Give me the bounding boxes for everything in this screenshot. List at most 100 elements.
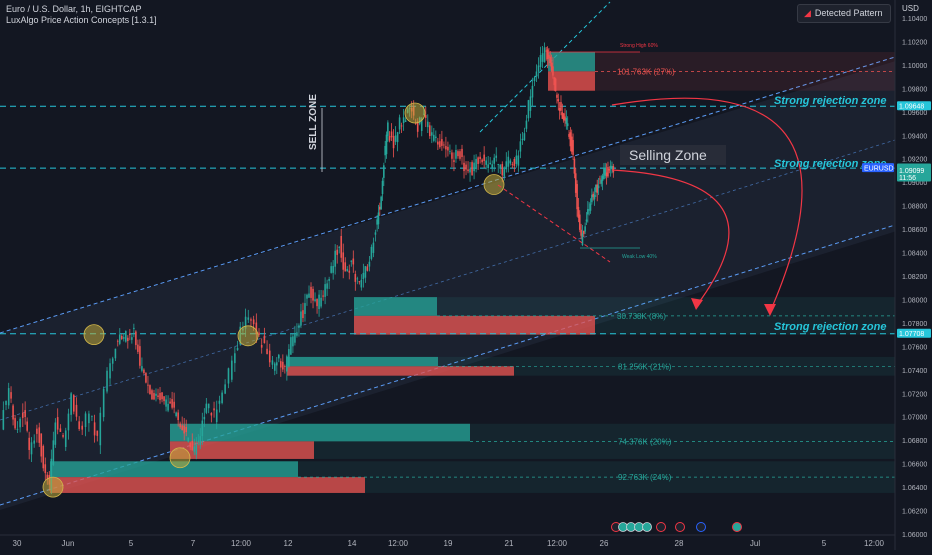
candle-body <box>328 279 330 281</box>
candle-body <box>332 265 334 273</box>
sell-zone-label: SELL ZONE <box>308 94 319 150</box>
curved-arrow-inner <box>611 169 730 306</box>
order-block-bear <box>548 71 595 91</box>
candle-body <box>595 184 597 193</box>
order-block-volume-label: 101.763K (27%) <box>617 67 675 76</box>
candle-body <box>314 299 316 301</box>
candle-body <box>207 403 210 409</box>
candle-body <box>601 175 604 181</box>
candle-body <box>224 384 226 394</box>
y-tick-label: 1.06000 <box>902 532 927 539</box>
candle-body <box>572 140 574 155</box>
candle-body <box>155 393 157 396</box>
candle-body <box>173 401 175 408</box>
candle-body <box>70 393 72 415</box>
candle-body <box>379 206 381 210</box>
y-tick-label: 1.08000 <box>902 297 927 304</box>
price-axis[interactable]: 1.10400 1.10200 1.10000 1.09800 1.09600 1.094… <box>902 16 927 539</box>
event-icon[interactable] <box>642 522 652 532</box>
order-block-bull <box>548 52 595 72</box>
candle-body <box>591 194 593 203</box>
candle-body <box>541 53 544 62</box>
candle-body <box>310 286 312 298</box>
candle-body <box>557 99 560 102</box>
candle-body <box>553 77 556 86</box>
candle-body <box>326 283 328 289</box>
symbol-title[interactable]: Euro / U.S. Dollar, 1h, EIGHTCAP <box>6 4 142 14</box>
candle-body <box>334 250 336 267</box>
candle-body <box>218 400 221 404</box>
candle-body <box>260 344 263 348</box>
candle-body <box>463 162 465 172</box>
candle-body <box>286 356 288 372</box>
candle-body <box>519 141 522 152</box>
candle-body <box>271 360 274 365</box>
candle-body <box>420 118 423 131</box>
candle-body <box>554 78 557 92</box>
candle-body <box>28 437 30 450</box>
candle-body <box>278 354 280 359</box>
candle-body <box>377 212 380 225</box>
candle-body <box>292 336 294 347</box>
price-axis-background[interactable] <box>895 0 932 550</box>
candle-body <box>322 295 324 297</box>
candle-body <box>426 121 429 128</box>
y-tick-label: 1.06400 <box>902 485 927 492</box>
candle-body <box>167 403 169 411</box>
time-axis[interactable]: 30 Jun 5 7 12:00 12 14 12:00 19 21 12:00 26 28 Jul 5 12… <box>13 539 885 548</box>
candle-body <box>576 184 578 210</box>
candle-body <box>449 151 451 153</box>
candle-body <box>356 278 359 280</box>
candle-body <box>366 266 369 271</box>
candle-body <box>179 423 181 428</box>
y-tick-label: 1.08600 <box>902 227 927 234</box>
candle-body <box>316 298 318 307</box>
candle-body <box>558 107 561 111</box>
candle-body <box>129 333 131 336</box>
x-tick-label: 30 <box>13 539 22 548</box>
detected-pattern-button[interactable]: ◢ Detected Pattern <box>797 4 892 23</box>
candle-body <box>428 125 431 137</box>
y-tick-label: 1.09800 <box>902 86 927 93</box>
candle-body <box>600 179 603 184</box>
event-icon[interactable] <box>656 522 666 532</box>
candle-body <box>7 388 10 406</box>
channel-lower-line <box>0 224 896 506</box>
candle-body <box>556 94 558 98</box>
candle-body <box>596 184 599 193</box>
candle-body <box>392 136 395 149</box>
pattern-icon: ◢ <box>804 8 811 18</box>
y-tick-label: 1.10000 <box>902 63 927 70</box>
arrow-head-inner <box>691 298 703 310</box>
order-block-bear <box>287 366 514 376</box>
candle-body <box>566 123 569 127</box>
event-icon[interactable] <box>675 522 685 532</box>
candle-body <box>569 132 572 147</box>
candle-body <box>213 408 215 411</box>
event-icons[interactable] <box>611 522 742 532</box>
candle-body <box>360 279 363 288</box>
indicator-title[interactable]: LuxAlgo Price Action Concepts [1.3.1] <box>6 15 157 25</box>
x-tick-label: 12:00 <box>864 539 885 548</box>
price-label-text: 11:56 <box>899 175 916 182</box>
candle-body <box>122 337 125 339</box>
candle-body <box>548 54 550 58</box>
candle-body <box>73 395 75 412</box>
candle-body <box>177 412 179 421</box>
event-icon[interactable] <box>732 522 742 532</box>
candle-body <box>561 112 564 119</box>
channel-mid-line <box>0 139 896 421</box>
candle-body <box>402 117 405 124</box>
candle-body <box>521 138 524 141</box>
candle-body <box>153 393 155 400</box>
candle-body <box>362 272 365 280</box>
currency-label: USD <box>902 4 919 13</box>
candle-body <box>404 120 407 122</box>
price-label-box <box>897 172 931 182</box>
candle-body <box>284 366 286 367</box>
event-icon[interactable] <box>696 522 706 532</box>
candle-body <box>197 441 200 443</box>
x-tick-label: 5 <box>822 539 827 548</box>
